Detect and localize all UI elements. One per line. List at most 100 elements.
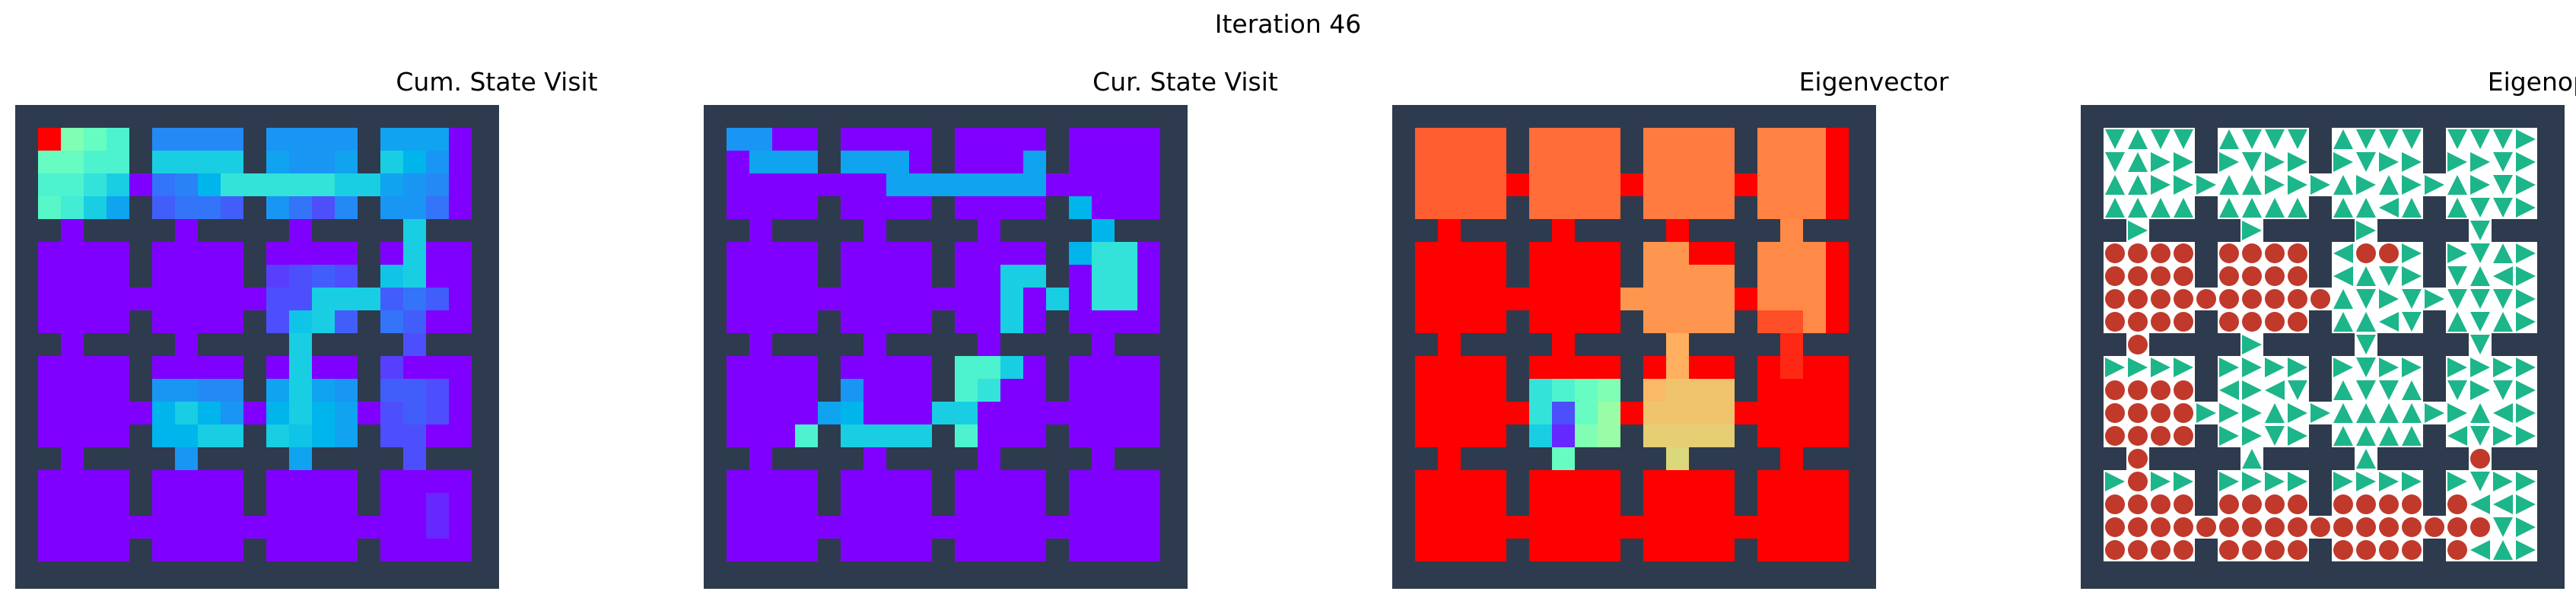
panel-title-eigenoption: Eigenoption: [2487, 67, 2576, 97]
heatmap-cell: [403, 219, 426, 242]
heatmap-cell: [1689, 402, 1712, 424]
heatmap-cell: [1115, 196, 1137, 219]
heatmap-cell: [175, 424, 198, 447]
heatmap-cell: [841, 128, 863, 151]
heatmap-cell: [1643, 493, 1666, 516]
heatmap-cell: [1575, 424, 1598, 447]
heatmap-cell: [38, 356, 61, 379]
heatmap-cell: [1115, 265, 1137, 288]
heatmap-cell: [380, 196, 403, 219]
heatmap-cell: [841, 288, 863, 310]
heatmap-cell: [198, 402, 221, 424]
terminate-marker: [2379, 243, 2399, 263]
heatmap-cell: [1735, 288, 1757, 310]
heatmap-cell: [1620, 516, 1643, 539]
heatmap-cell: [1575, 493, 1598, 516]
heatmap-cell: [289, 310, 312, 333]
heatmap-cell: [841, 470, 863, 493]
heatmap-cell: [1643, 265, 1666, 288]
heatmap-cell: [289, 288, 312, 310]
action-arrow-right: [2447, 358, 2467, 377]
heatmap-cell: [1092, 219, 1115, 242]
heatmap-cell: [1826, 288, 1849, 310]
heatmap-cell: [289, 265, 312, 288]
heatmap-cell: [1000, 173, 1023, 196]
action-arrow-right: [2447, 472, 2467, 491]
terminate-marker: [2105, 540, 2125, 560]
terminate-marker: [2242, 517, 2262, 537]
heatmap-cell: [380, 173, 403, 196]
heatmap-cell: [1092, 173, 1115, 196]
heatmap-cell: [795, 539, 818, 561]
action-arrow-right: [2402, 175, 2422, 195]
heatmap-cell: [727, 516, 749, 539]
terminate-marker: [2265, 243, 2285, 263]
heatmap-cell: [61, 402, 84, 424]
action-arrow-up: [2219, 198, 2239, 218]
heatmap-cell: [449, 424, 472, 447]
heatmap-cell: [795, 196, 818, 219]
heatmap-cell: [1484, 356, 1506, 379]
heatmap-cell: [426, 402, 449, 424]
heatmap-cell: [1712, 470, 1735, 493]
heatmap-cell: [1757, 493, 1780, 516]
heatmap-cell: [175, 516, 198, 539]
heatmap-cell: [1689, 288, 1712, 310]
terminate-marker: [2128, 426, 2148, 446]
heatmap-cell: [1092, 310, 1115, 333]
heatmap-cell: [1575, 288, 1598, 310]
heatmap-cell: [1529, 379, 1552, 402]
heatmap-cell: [1575, 470, 1598, 493]
heatmap-cell: [1780, 242, 1803, 265]
heatmap-cell: [749, 470, 772, 493]
heatmap-cell: [1069, 356, 1092, 379]
heatmap-cell: [107, 128, 129, 151]
action-arrow-up: [2379, 175, 2399, 195]
heatmap-cell: [1069, 539, 1092, 561]
heatmap-cell: [84, 539, 107, 561]
action-arrow-up: [2151, 198, 2171, 218]
heatmap-cell: [1826, 516, 1849, 539]
heatmap-cell: [772, 470, 795, 493]
action-arrow-right: [2402, 152, 2422, 172]
heatmap-cell: [1666, 379, 1689, 402]
terminate-marker: [2402, 540, 2422, 560]
heatmap-cell: [335, 356, 358, 379]
heatmap-cell: [1575, 539, 1598, 561]
heatmap-cell: [129, 173, 152, 196]
action-arrow-right: [2196, 175, 2216, 195]
action-arrow-down: [2105, 152, 2125, 172]
heatmap-cell: [1712, 379, 1735, 402]
heatmap-cell: [1023, 424, 1046, 447]
terminate-marker: [2447, 540, 2467, 560]
heatmap-cell: [1415, 539, 1438, 561]
action-arrow-left: [2470, 540, 2490, 560]
heatmap-cell: [1484, 196, 1506, 219]
action-arrow-right: [2402, 266, 2422, 286]
action-arrow-right: [2379, 358, 2399, 377]
heatmap-cell: [863, 379, 886, 402]
heatmap-cell: [1415, 173, 1438, 196]
heatmap-cell: [1826, 493, 1849, 516]
heatmap-cell: [449, 516, 472, 539]
heatmap-cell: [1826, 151, 1849, 173]
heatmap-cell: [198, 196, 221, 219]
heatmap-cell: [727, 242, 749, 265]
action-arrow-up: [2493, 243, 2513, 263]
heatmap-cell: [978, 242, 1000, 265]
action-arrow-right: [2379, 472, 2399, 491]
terminate-marker: [2379, 517, 2399, 537]
heatmap-cell: [886, 310, 909, 333]
heatmap-cell: [795, 356, 818, 379]
heatmap-cell: [978, 493, 1000, 516]
heatmap-cell: [1461, 265, 1484, 288]
action-arrow-up: [2265, 403, 2285, 423]
heatmap-cell: [358, 173, 380, 196]
heatmap-eigenvector: [1392, 105, 1876, 589]
heatmap-cell: [978, 470, 1000, 493]
heatmap-cell: [863, 151, 886, 173]
terminate-marker: [2174, 243, 2193, 263]
action-arrow-right: [2356, 221, 2376, 240]
terminate-marker: [2265, 494, 2285, 514]
heatmap-cell: [749, 402, 772, 424]
